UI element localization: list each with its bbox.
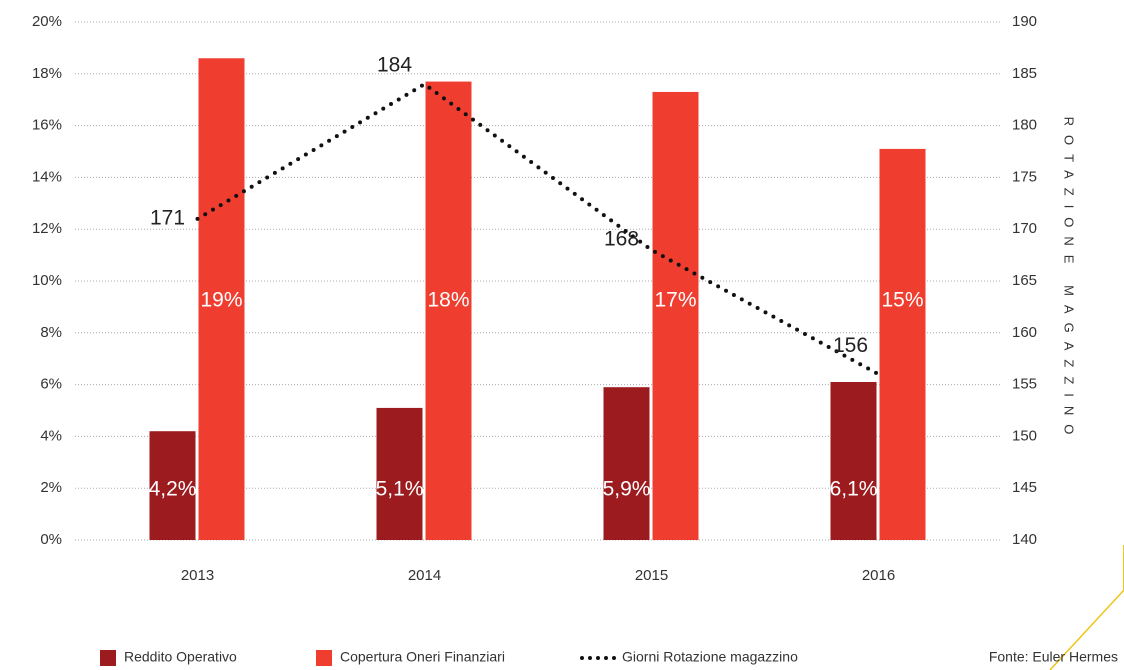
legend-symbol bbox=[100, 650, 116, 666]
bar-label: 17% bbox=[654, 289, 696, 312]
bar bbox=[149, 431, 196, 540]
bar-label: 6,1% bbox=[830, 478, 878, 501]
bar bbox=[879, 148, 926, 540]
y2-tick-label: 150 bbox=[1012, 427, 1037, 444]
y2-tick-label: 165 bbox=[1012, 272, 1037, 289]
bar-label: 5,1% bbox=[376, 478, 424, 501]
bar-label: 5,9% bbox=[603, 478, 651, 501]
bar-label: 15% bbox=[881, 289, 923, 312]
source: Fonte: Euler Hermes bbox=[989, 649, 1118, 665]
legend-symbol bbox=[316, 650, 332, 666]
bar-label: 19% bbox=[200, 289, 242, 312]
y-tick-label: 12% bbox=[32, 220, 62, 237]
y2-tick-label: 160 bbox=[1012, 324, 1037, 341]
line bbox=[195, 81, 881, 377]
legend-label: Giorni Rotazione magazzino bbox=[622, 649, 798, 665]
y2-tick-label: 170 bbox=[1012, 220, 1037, 237]
bar bbox=[425, 81, 472, 540]
y2-tick-label: 185 bbox=[1012, 65, 1037, 82]
y2-tick-label: 145 bbox=[1012, 479, 1037, 496]
y2-tick-label: 175 bbox=[1012, 168, 1037, 185]
bar bbox=[376, 407, 423, 540]
bar-label: 18% bbox=[427, 289, 469, 312]
line-label: 184 bbox=[377, 54, 412, 77]
line-label: 168 bbox=[604, 227, 639, 250]
decoration bbox=[1049, 589, 1124, 670]
x-tick-label: 2013 bbox=[181, 567, 214, 584]
y2-axis-label: ROTAZIONE MAGAZZINO bbox=[1062, 117, 1077, 444]
y2-tick-label: 140 bbox=[1012, 531, 1037, 548]
legend-label: Reddito Operativo bbox=[124, 649, 237, 665]
y-tick-label: 20% bbox=[32, 13, 62, 30]
y-tick-label: 18% bbox=[32, 65, 62, 82]
y-tick-label: 8% bbox=[40, 324, 62, 341]
line-label: 171 bbox=[150, 206, 185, 229]
legend-label: Copertura Oneri Finanziari bbox=[340, 649, 505, 665]
bar bbox=[603, 387, 650, 540]
y-tick-label: 16% bbox=[32, 117, 62, 134]
y-tick-label: 6% bbox=[40, 376, 62, 393]
y-tick-label: 4% bbox=[40, 427, 62, 444]
bar bbox=[652, 91, 699, 541]
bar-label: 4,2% bbox=[149, 478, 197, 501]
x-tick-label: 2016 bbox=[862, 567, 895, 584]
y2-tick-label: 155 bbox=[1012, 376, 1037, 393]
y-tick-label: 14% bbox=[32, 168, 62, 185]
bar bbox=[830, 382, 877, 540]
y2-tick-label: 180 bbox=[1012, 117, 1037, 134]
y2-tick-label: 190 bbox=[1012, 13, 1037, 30]
bar bbox=[198, 58, 245, 540]
y-tick-label: 10% bbox=[32, 272, 62, 289]
y-tick-label: 0% bbox=[40, 531, 62, 548]
y-tick-label: 2% bbox=[40, 479, 62, 496]
x-tick-label: 2015 bbox=[635, 567, 668, 584]
x-tick-label: 2014 bbox=[408, 567, 441, 584]
line-label: 156 bbox=[833, 334, 868, 357]
